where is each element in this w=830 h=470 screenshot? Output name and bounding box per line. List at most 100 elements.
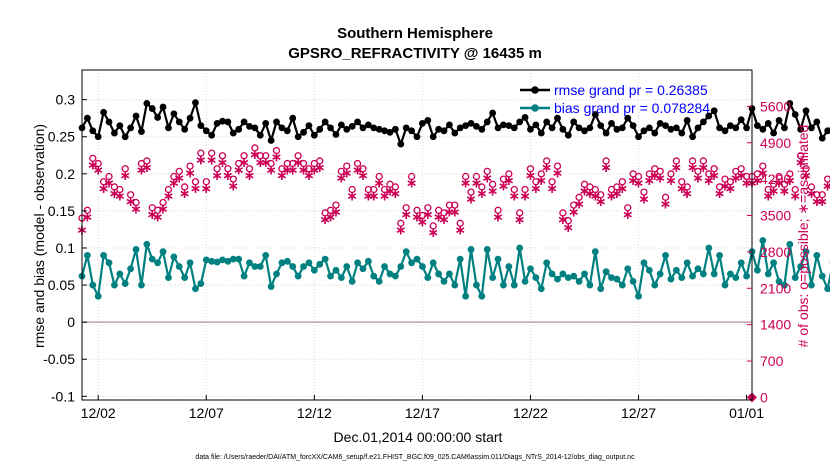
obs-possible-point [672,157,681,165]
rmse-point [694,124,702,132]
obs-assimilated-point: ∗ [136,163,148,179]
rmse-point [467,119,475,127]
bias-point [662,251,669,259]
bias-point [624,265,632,273]
rmse-point [165,124,172,132]
obs-possible-point [737,165,745,173]
obs-assimilated-point: ∗ [411,210,423,226]
y-axis-label-left: rmse and bias (model - observation) [31,124,47,348]
obs-assimilated-point: ∗ [292,155,304,171]
obs-assimilated-point: ∗ [103,176,115,192]
obs-possible-point [213,165,221,173]
obs-assimilated-point: ∗ [195,152,207,168]
rmse-point [564,131,572,139]
legend-entry-rmse: rmse grand pr = 0.26385 [554,82,708,98]
obs-possible-point [305,165,313,173]
bias-point [348,277,356,285]
rmse-point [456,124,464,132]
rmse-point [527,125,534,133]
obs-assimilated-point: ∗ [254,155,266,171]
rmse-point [138,128,145,135]
y-tick-label-right: 700 [760,353,784,369]
obs-possible-point [191,178,200,186]
obs-possible-point [245,165,254,173]
obs-assimilated-point: ∗ [330,204,342,220]
bias-point [651,281,659,289]
obs-assimilated-point: ∗ [249,147,261,163]
bias-point [759,237,767,244]
obs-possible-point [759,162,767,170]
bias-point [462,292,470,300]
obs-assimilated-point: ∗ [568,204,580,220]
bias-point [283,257,291,265]
obs-assimilated-point: ∗ [217,155,229,171]
obs-possible-point [780,180,789,188]
obs-possible-point [559,209,567,217]
obs-assimilated-point: ∗ [98,181,110,197]
obs-assimilated-point: ∗ [784,173,796,189]
bias-point [456,255,464,263]
obs-possible-point [764,185,772,194]
obs-assimilated-point: ∗ [654,171,666,187]
bias-point [316,260,324,268]
y-tick-label-right: 4900 [760,135,791,151]
bias-point [337,274,345,282]
bias-point [132,246,140,253]
x-axis-label: Dec.01,2014 00:00:00 start [334,429,503,445]
rmse-point [402,124,410,132]
obs-possible-point [375,172,383,181]
rmse-point [559,125,567,133]
rmse-point [294,133,302,141]
rmse-point [197,122,205,130]
rmse-point [802,107,810,115]
obs-possible-point [494,206,502,214]
bias-point [181,274,189,282]
obs-assimilated-point: ∗ [119,168,131,184]
bias-point [202,256,210,264]
rmse-point [121,133,129,141]
y-tick-label-left: 0.3 [56,92,76,108]
obs-assimilated-point: ∗ [238,155,250,171]
obs-possible-point [83,206,92,214]
obs-possible-point [89,154,97,162]
rmse-point [554,114,561,122]
obs-possible-point [332,201,340,209]
x-tick-label: 12/27 [621,405,656,421]
bias-point [451,281,459,289]
obs-assimilated-point: ∗ [444,204,456,220]
obs-possible-point [440,209,448,217]
obs-possible-point [251,144,259,152]
obs-assimilated-point: ∗ [433,210,445,226]
bias-point [705,244,713,252]
y-tick-label-left: 0.2 [56,166,76,182]
bias-point [300,263,307,270]
obs-assimilated-point: ∗ [184,165,196,181]
obs-assimilated-point: ∗ [681,186,693,202]
rmse-point [770,129,778,137]
bias-point [435,270,443,278]
rmse-point [375,125,383,133]
rmse-point [775,117,783,124]
y-axis-label-right: # of obs: o=possible; ∗=assimilated [795,125,811,348]
rmse-point [321,118,329,126]
bias-point [716,251,723,259]
obs-possible-point [235,159,243,168]
axes: 12/02 12/07 12/12 12/17 12/22 12/27 01/01 0.3 0.… [43,92,791,421]
obs-assimilated-point: ∗ [449,204,461,220]
bias-point [537,285,545,293]
rmse-point [667,125,675,133]
bias-point [386,270,394,278]
rmse-point [710,107,718,115]
obs-assimilated-point: ∗ [346,189,358,205]
bias-point [175,263,183,270]
obs-possible-point [143,157,151,165]
obs-assimilated-point: ∗ [465,191,477,207]
bias-point [694,265,702,273]
bias-point [289,263,297,270]
obs-assimilated-point: ∗ [584,186,596,202]
obs-assimilated-point: ∗ [779,184,791,200]
obs-possible-point [775,172,783,181]
obs-assimilated-point: ∗ [508,189,520,205]
obs-possible-point [591,185,599,194]
bias-point [208,257,216,265]
